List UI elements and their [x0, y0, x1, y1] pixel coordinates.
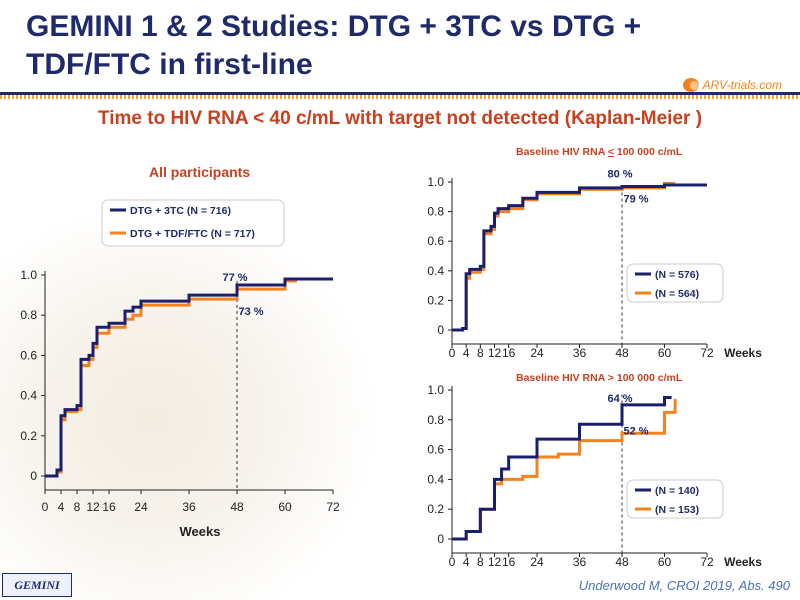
- slide-subtitle: Time to HIV RNA < 40 c/mL with target no…: [97, 108, 703, 129]
- percent-annotation: 79 %: [623, 194, 648, 206]
- y-tick-label: 0.2: [427, 502, 444, 516]
- chart-title-low-underlined: <: [607, 146, 614, 158]
- y-tick-label: 0: [30, 469, 37, 483]
- citation: Underwood M, CROI 2019, Abs. 490: [578, 578, 790, 593]
- slide-title: GEMINI 1 & 2 Studies: DTG + 3TC vs DTG +…: [26, 10, 642, 81]
- background-sunburst: [0, 200, 380, 600]
- series-line-0: [45, 277, 333, 478]
- percent-annotation: 52 %: [623, 426, 648, 438]
- legend-label-1: DTG + TDF/FTC (N = 717): [130, 228, 255, 240]
- y-tick-label: 0.4: [427, 472, 444, 486]
- x-tick-label: 8: [74, 500, 81, 514]
- title-divider-dots: [0, 95, 800, 99]
- title-divider: [0, 92, 800, 95]
- y-tick-label: 0.8: [20, 308, 37, 322]
- y-tick-label: 0.4: [427, 264, 444, 278]
- x-tick-label: 36: [573, 555, 587, 569]
- legend-label-0: (N = 576): [655, 269, 699, 281]
- x-tick-label: 72: [700, 346, 714, 360]
- x-tick-label: 12: [488, 346, 502, 360]
- x-tick-label: 72: [326, 500, 340, 514]
- x-tick-label: 0: [449, 555, 456, 569]
- x-axis-label: Weeks: [180, 524, 221, 539]
- percent-annotation: 64 %: [607, 393, 632, 405]
- y-tick-label: 0.8: [427, 205, 444, 219]
- y-tick-label: 0: [437, 532, 444, 546]
- x-tick-label: 4: [463, 555, 470, 569]
- x-tick-label: 48: [615, 346, 629, 360]
- series-line-0: [452, 395, 672, 541]
- chart-title-low-prefix: Baseline HIV RNA: [516, 146, 608, 158]
- x-tick-label: 48: [615, 555, 629, 569]
- x-tick-label: 36: [573, 346, 587, 360]
- y-tick-label: 0.6: [427, 443, 444, 457]
- y-tick-label: 0.6: [20, 348, 37, 362]
- y-tick-label: 0.2: [427, 293, 444, 307]
- x-tick-label: 60: [658, 346, 672, 360]
- y-tick-label: 0.4: [20, 389, 37, 403]
- legend-label-1: (N = 564): [655, 288, 699, 300]
- x-tick-label: 16: [502, 346, 516, 360]
- percent-annotation: 73 %: [238, 306, 263, 318]
- x-tick-label: 16: [102, 500, 116, 514]
- chart-title-all-participants: All participants: [149, 164, 251, 180]
- x-tick-label: 60: [278, 500, 292, 514]
- legend-label-0: DTG + 3TC (N = 716): [130, 205, 231, 217]
- x-tick-label: 72: [700, 555, 714, 569]
- y-tick-label: 0: [437, 323, 444, 337]
- x-tick-label: 48: [230, 500, 244, 514]
- logo-text: ARV-trials.com: [702, 78, 782, 92]
- x-tick-label: 8: [477, 346, 484, 360]
- x-tick-label: 36: [182, 500, 196, 514]
- y-tick-label: 1.0: [427, 175, 444, 189]
- percent-annotation: 80 %: [607, 169, 632, 181]
- x-tick-label: 0: [449, 346, 456, 360]
- x-tick-label: 12: [86, 500, 100, 514]
- percent-annotation: 77 %: [222, 272, 247, 284]
- y-tick-label: 0.6: [427, 234, 444, 248]
- chart-title-low-viral-load: Baseline HIV RNA < 100 000 c/mL: [516, 146, 682, 158]
- y-tick-label: 0.2: [20, 429, 37, 443]
- x-tick-label: 24: [134, 500, 148, 514]
- x-tick-label: 16: [502, 555, 516, 569]
- x-tick-label: 8: [477, 555, 484, 569]
- arv-trials-logo: ARV-trials.com: [682, 78, 782, 92]
- x-tick-label: 0: [42, 500, 49, 514]
- logo-icon: [682, 78, 699, 92]
- legend-box: [101, 199, 285, 247]
- x-axis-label: Weeks: [724, 346, 762, 360]
- x-tick-label: 24: [530, 555, 544, 569]
- x-axis-label: Weeks: [724, 555, 762, 569]
- series-line-0: [452, 183, 707, 332]
- y-tick-label: 1.0: [20, 268, 37, 282]
- x-tick-label: 24: [530, 346, 544, 360]
- legend-label-1: (N = 153): [655, 504, 699, 516]
- chart-title-high-viral-load: Baseline HIV RNA > 100 000 c/mL: [516, 372, 683, 384]
- y-tick-label: 0.8: [427, 413, 444, 427]
- x-tick-label: 4: [463, 346, 470, 360]
- y-tick-label: 1.0: [427, 383, 444, 397]
- x-tick-label: 60: [658, 555, 672, 569]
- gemini-tag: GEMINI: [2, 573, 72, 597]
- x-tick-label: 4: [58, 500, 65, 514]
- legend-label-0: (N = 140): [655, 485, 699, 497]
- chart-title-low-suffix: 100 000 c/mL: [613, 146, 683, 158]
- x-tick-label: 12: [488, 555, 502, 569]
